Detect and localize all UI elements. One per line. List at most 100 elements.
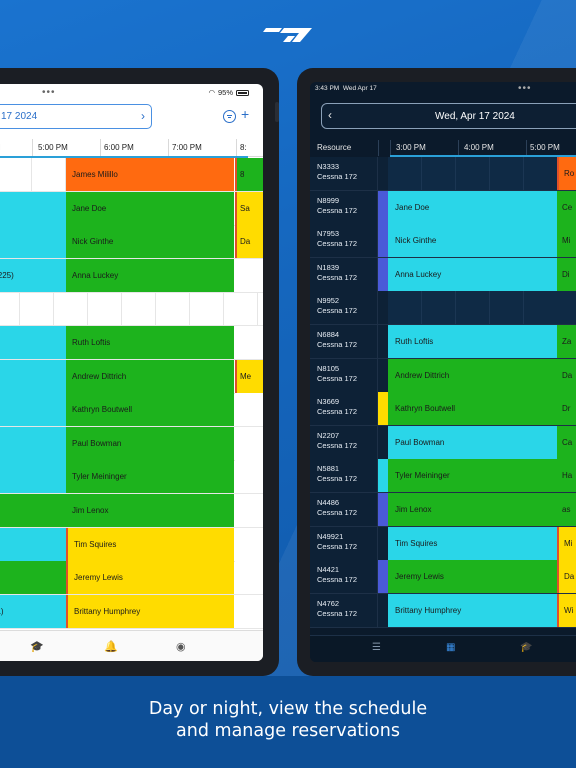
reservation-block-edge[interactable]: Da <box>235 225 263 259</box>
resource-cell[interactable]: N49921 Cessna 172 <box>310 526 378 560</box>
reservation-block-edge[interactable]: Da <box>557 358 576 392</box>
reservation-block[interactable]: Kathryn Boutwell <box>66 393 234 427</box>
reservation-block[interactable]: Brittany Humphrey <box>66 594 234 628</box>
empty-slot[interactable] <box>224 292 258 326</box>
reservation-block-edge[interactable]: Ca <box>557 425 576 459</box>
reservation-block-edge[interactable] <box>235 426 263 460</box>
reservation-block-edge[interactable]: Mi <box>557 526 576 560</box>
reservation-block-edge[interactable] <box>235 326 263 359</box>
reservation-block-edge[interactable]: Ce <box>557 190 576 224</box>
empty-slot[interactable] <box>388 291 422 325</box>
reservation-block-edge[interactable] <box>235 561 263 595</box>
empty-slot[interactable] <box>20 292 54 326</box>
empty-slot[interactable] <box>456 157 490 190</box>
empty-slot[interactable] <box>122 292 156 326</box>
resource-cell[interactable]: N5881 Cessna 172 <box>310 459 378 493</box>
reservation-block[interactable]: Anna Luckey <box>66 258 234 292</box>
reservation-block[interactable] <box>0 460 66 494</box>
empty-slot[interactable] <box>524 157 558 190</box>
reservation-block[interactable]: Paul Bowman <box>388 425 557 459</box>
reservation-block-edge[interactable]: Me <box>235 359 263 393</box>
empty-slot[interactable] <box>490 157 524 190</box>
reservation-block[interactable]: Tim Squires <box>66 527 234 561</box>
reservation-block-edge[interactable] <box>235 527 263 561</box>
empty-slot[interactable] <box>88 292 122 326</box>
reservation-block-edge[interactable]: Di <box>557 257 576 291</box>
empty-slot[interactable] <box>0 158 32 191</box>
reservation-block[interactable]: Jeremy Lewis <box>388 560 557 594</box>
resource-cell[interactable]: N7953 Cessna 172 <box>310 224 378 258</box>
multitask-dots-icon[interactable]: ••• <box>42 87 56 98</box>
reservation-block-edge[interactable] <box>557 291 576 325</box>
reservation-block-edge[interactable]: Za <box>557 325 576 358</box>
reservation-block-edge[interactable] <box>235 393 263 427</box>
multitask-dots-icon[interactable]: ••• <box>518 83 532 94</box>
empty-slot[interactable] <box>524 291 558 325</box>
reservation-block-edge[interactable]: Wi <box>557 593 576 627</box>
reservation-block[interactable] <box>0 426 66 460</box>
resource-cell[interactable]: N3669 Cessna 172 <box>310 392 378 426</box>
reservation-block[interactable] <box>0 494 66 527</box>
calendar-icon[interactable]: ▦ <box>446 642 456 653</box>
reservation-block[interactable]: Nick Ginthe <box>66 225 234 259</box>
reservation-block[interactable]: Andrew Dittrich <box>388 358 557 392</box>
resource-cell[interactable]: N8105 Cessna 172 <box>310 358 378 392</box>
filter-icon[interactable] <box>223 110 236 123</box>
graduation-cap-icon[interactable]: 🎓 <box>30 641 44 653</box>
resource-cell[interactable]: N2207 Cessna 172 <box>310 425 378 459</box>
reservation-block[interactable]: Brittany Humphrey <box>388 593 557 627</box>
reservation-block[interactable]: Ruth Loftis <box>66 326 234 359</box>
reservation-block[interactable] <box>0 527 66 561</box>
list-icon[interactable]: ☰ <box>372 642 381 653</box>
resource-cell[interactable]: N1839 Cessna 172 <box>310 257 378 291</box>
reservation-block-edge[interactable] <box>235 258 263 292</box>
reservation-block-edge[interactable] <box>235 460 263 494</box>
reservation-block[interactable]: Tyler Meininger <box>388 459 557 493</box>
reservation-block-edge[interactable]: Sa <box>235 191 263 225</box>
reservation-block-edge[interactable]: Dr <box>557 392 576 426</box>
empty-slot[interactable] <box>0 292 20 326</box>
reservation-block-edge[interactable] <box>235 594 263 628</box>
empty-slot[interactable] <box>32 158 66 191</box>
reservation-block[interactable]: D225) <box>0 258 66 292</box>
empty-slot[interactable] <box>456 291 490 325</box>
empty-slot[interactable] <box>388 157 422 190</box>
reservation-block[interactable] <box>0 326 66 359</box>
reservation-block-edge[interactable]: 8 <box>235 158 263 191</box>
resource-cell[interactable]: N9952 Cessna 172 <box>310 291 378 325</box>
reservation-block-edge[interactable]: as <box>557 493 576 526</box>
reservation-block[interactable] <box>0 191 66 225</box>
empty-slot[interactable] <box>190 292 224 326</box>
chevron-right-icon[interactable]: › <box>141 109 145 123</box>
reservation-block[interactable] <box>0 561 66 595</box>
empty-slot[interactable] <box>156 292 190 326</box>
reservation-block[interactable]: Tim Squires <box>388 526 557 560</box>
reservation-block[interactable]: Ruth Loftis <box>388 325 557 358</box>
reservation-block[interactable]: Kathryn Boutwell <box>388 392 557 426</box>
reservation-block[interactable]: Jane Doe <box>66 191 234 225</box>
resource-cell[interactable]: N3333 Cessna 172 <box>310 157 378 190</box>
reservation-block[interactable]: Jeremy Lewis <box>66 561 234 595</box>
graduation-cap-icon[interactable]: 🎓 <box>520 642 533 653</box>
reservation-block[interactable]: Andrew Dittrich <box>66 359 234 393</box>
reservation-block[interactable]: Tyler Meininger <box>66 460 234 494</box>
reservation-block[interactable]: Jim Lenox <box>66 494 234 527</box>
reservation-block[interactable] <box>0 359 66 393</box>
empty-slot[interactable] <box>422 291 456 325</box>
reservation-block[interactable]: Nick Ginthe <box>388 224 557 258</box>
reservation-block[interactable] <box>0 225 66 259</box>
reservation-block-edge[interactable] <box>235 494 263 527</box>
chevron-left-icon[interactable]: ‹ <box>328 108 332 122</box>
bell-icon[interactable]: 🔔 <box>104 641 118 653</box>
date-selector[interactable]: ‹ Wed, Apr 17 2024 <box>321 103 576 129</box>
reservation-block[interactable]: Paul Bowman <box>66 426 234 460</box>
reservation-block[interactable]: Jane Doe <box>388 190 557 224</box>
add-reservation-icon[interactable]: + <box>241 106 250 122</box>
reservation-block-edge[interactable]: Ha <box>557 459 576 493</box>
resource-cell[interactable]: N4486 Cessna 172 <box>310 493 378 526</box>
reservation-block[interactable] <box>0 393 66 427</box>
empty-slot[interactable] <box>422 157 456 190</box>
reservation-block-edge[interactable]: Da <box>557 560 576 594</box>
date-selector[interactable]: 17 2024 › <box>0 104 152 129</box>
user-circle-icon[interactable]: ◉ <box>176 641 186 653</box>
